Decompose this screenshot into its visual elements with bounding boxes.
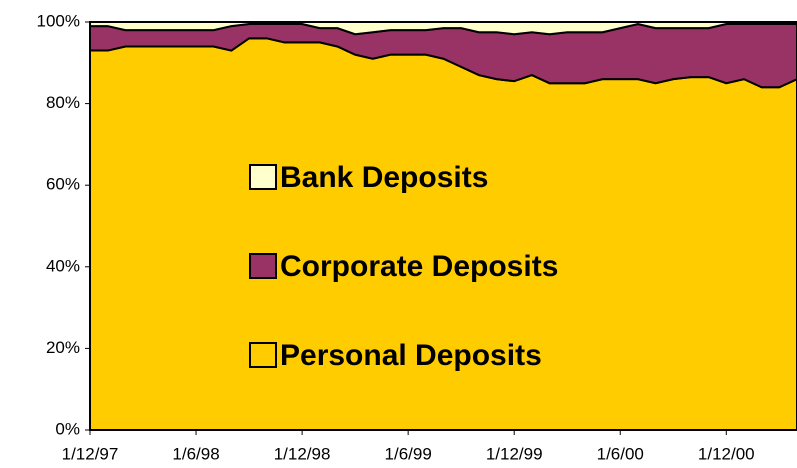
- y-tick-label: 0%: [55, 419, 80, 438]
- legend-swatch: [249, 164, 277, 190]
- x-tick-label: 1/12/97: [62, 444, 119, 463]
- legend-swatch: [249, 253, 277, 279]
- y-tick-label: 60%: [46, 175, 80, 194]
- y-tick-label: 80%: [46, 93, 80, 112]
- x-tick-label: 1/12/99: [486, 444, 543, 463]
- y-tick-label: 40%: [46, 256, 80, 275]
- area: [89, 21, 797, 36]
- legend-label: Bank Deposits: [280, 161, 488, 194]
- legend-label: Corporate Deposits: [280, 250, 558, 283]
- x-tick-label: 1/6/99: [385, 444, 432, 463]
- x-tick-label: 1/12/00: [698, 444, 755, 463]
- x-tick-label: 1/6/98: [172, 444, 219, 463]
- legend-label: Personal Deposits: [280, 339, 542, 372]
- y-tick-label: 100%: [37, 11, 80, 30]
- legend-swatch: [249, 342, 277, 368]
- x-tick-label: 1/12/98: [274, 444, 331, 463]
- y-tick-label: 20%: [46, 338, 80, 357]
- x-tick-label: 1/6/00: [597, 444, 644, 463]
